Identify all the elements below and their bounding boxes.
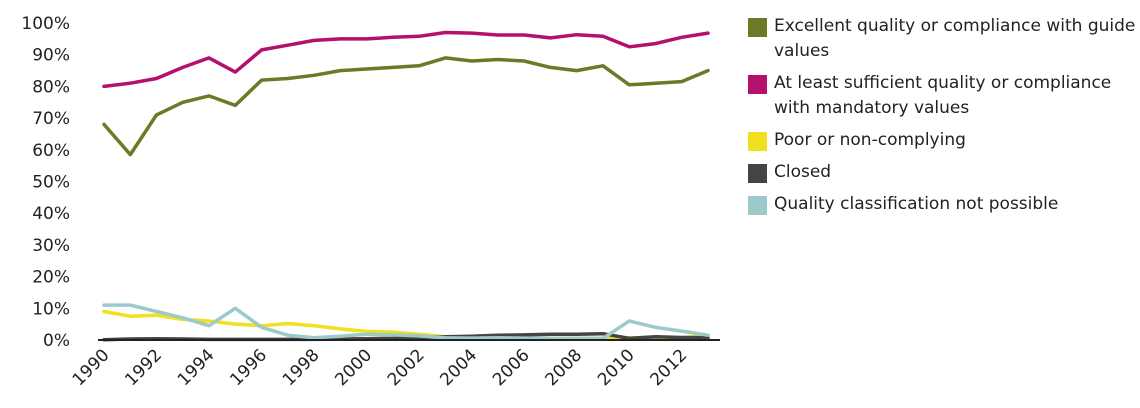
legend-swatch bbox=[748, 132, 767, 151]
x-tick-label: 1994 bbox=[174, 345, 219, 390]
series-line-3 bbox=[102, 309, 710, 341]
y-tick-label: 70% bbox=[32, 109, 70, 129]
y-tick-label: 0% bbox=[43, 331, 70, 351]
legend-item: At least sufficient quality or complianc… bbox=[748, 71, 1140, 121]
legend-item: Closed bbox=[748, 160, 1140, 185]
legend-swatch bbox=[748, 75, 767, 94]
x-tick-label: 1992 bbox=[121, 345, 166, 390]
x-tick-label: 1996 bbox=[226, 345, 271, 390]
legend: Excellent quality or compliance with gui… bbox=[748, 14, 1140, 224]
x-tick-label: 2010 bbox=[594, 345, 639, 390]
y-tick-label: 30% bbox=[32, 236, 70, 256]
y-tick-label: 80% bbox=[32, 77, 70, 97]
x-tick-label: 2008 bbox=[541, 345, 586, 390]
legend-label: Closed bbox=[774, 162, 832, 182]
y-tick-label: 20% bbox=[32, 268, 70, 288]
legend-swatch bbox=[748, 196, 767, 215]
y-tick-label: 60% bbox=[32, 141, 70, 161]
y-tick-label: 100% bbox=[21, 14, 70, 34]
x-tick-label: 2012 bbox=[647, 345, 692, 390]
legend-item: Poor or non-complying bbox=[748, 128, 1140, 153]
series-line-5 bbox=[102, 303, 710, 341]
x-tick-label: 1998 bbox=[279, 345, 324, 390]
legend-label: Quality classification not possible bbox=[774, 194, 1059, 214]
x-tick-label: 2004 bbox=[436, 345, 481, 390]
x-tick-label: 2006 bbox=[489, 345, 534, 390]
legend-label: At least sufficient quality or complianc… bbox=[774, 73, 1112, 118]
legend-item: Quality classification not possible bbox=[748, 192, 1140, 217]
series-line-1 bbox=[102, 56, 710, 157]
x-tick-label: 1990 bbox=[69, 345, 114, 390]
series-line-2 bbox=[102, 30, 710, 89]
y-tick-label: 90% bbox=[32, 46, 70, 66]
legend-swatch bbox=[748, 18, 767, 37]
legend-swatch bbox=[748, 164, 767, 183]
legend-label: Excellent quality or compliance with gui… bbox=[774, 16, 1136, 61]
y-tick-label: 50% bbox=[32, 173, 70, 193]
x-tick-label: 2000 bbox=[331, 345, 376, 390]
legend-item: Excellent quality or compliance with gui… bbox=[748, 14, 1140, 64]
legend-label: Poor or non-complying bbox=[774, 130, 966, 150]
x-tick-label: 2002 bbox=[384, 345, 429, 390]
y-tick-label: 40% bbox=[32, 204, 70, 224]
y-tick-label: 10% bbox=[32, 299, 70, 319]
